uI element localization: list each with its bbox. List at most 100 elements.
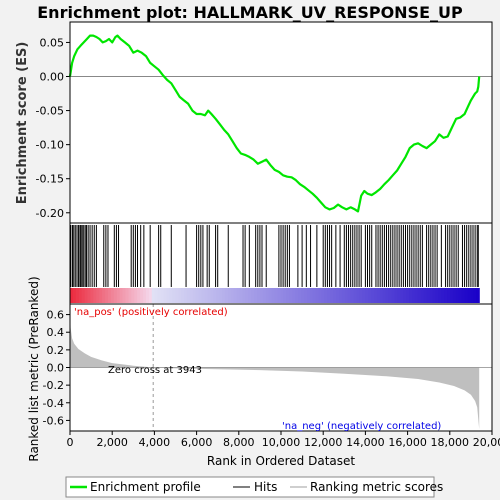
ranking-bar-segment bbox=[382, 288, 387, 303]
ranking-bar-segment bbox=[216, 288, 220, 303]
metric-x-tick-label: 10,000 bbox=[262, 436, 301, 449]
ranking-bar-segment bbox=[295, 288, 299, 303]
ranking-bar-segment bbox=[420, 288, 425, 303]
enrichment-profile-line bbox=[68, 34, 481, 213]
ranking-bar-segment bbox=[140, 288, 144, 303]
metric-y-tick-label: -0.2 bbox=[43, 379, 64, 392]
metric-panel-frame bbox=[69, 303, 493, 432]
ranking-bar-segment bbox=[315, 288, 319, 303]
ranking-bar-segment bbox=[309, 288, 314, 303]
ranking-bar-segment bbox=[143, 288, 147, 303]
zero-cross-label: Zero cross at 3943 bbox=[108, 365, 202, 376]
ranking-bar-segment bbox=[371, 288, 375, 303]
es-y-axis-label: Enrichment score (ES) bbox=[15, 42, 30, 205]
legend: Enrichment profile Hits Ranking metric s… bbox=[65, 476, 443, 498]
ranking-bar-segment bbox=[268, 288, 273, 303]
ranking-bar-segment bbox=[394, 288, 398, 303]
ranking-bar-segment bbox=[254, 288, 258, 303]
ranking-bar-segment bbox=[245, 288, 249, 303]
ranking-bar-segment bbox=[207, 288, 211, 303]
ranking-bar-segment bbox=[184, 288, 188, 303]
ranking-bar-segment bbox=[318, 288, 322, 303]
ranking-bar-segment bbox=[321, 288, 325, 303]
metric-y-tick-label: -0.4 bbox=[43, 397, 64, 410]
ranking-bar-segment bbox=[450, 288, 454, 303]
ranking-bar-segment bbox=[131, 288, 135, 303]
ranking-bar-segment bbox=[400, 288, 404, 303]
ranking-bar-segment bbox=[72, 288, 77, 303]
metric-y-tick-label: 0.6 bbox=[47, 309, 65, 322]
ranking-bar-segment bbox=[435, 288, 439, 303]
ranking-bar-segment bbox=[251, 288, 255, 303]
ranking-bar-segment bbox=[78, 288, 83, 303]
ranking-bar-segment bbox=[333, 288, 337, 303]
ranking-bar-segment bbox=[289, 288, 293, 303]
ranking-bar-segment bbox=[99, 288, 103, 303]
ranking-bar-segment bbox=[113, 288, 118, 303]
ranking-bar-segment bbox=[93, 288, 97, 303]
ranking-bar-segment bbox=[336, 288, 340, 303]
ranking-bar-segment bbox=[461, 288, 466, 303]
ranking-bar-segment bbox=[338, 288, 343, 303]
es-y-tick-label: 0.00 bbox=[40, 71, 65, 84]
ranking-bar-segment bbox=[412, 288, 416, 303]
ranking-bar-segment bbox=[175, 288, 179, 303]
metric-x-tick-label: 16,000 bbox=[388, 436, 427, 449]
ranking-bar-segment bbox=[344, 288, 349, 303]
ranking-bar-segment bbox=[128, 288, 132, 303]
ranking-bar-segment bbox=[137, 288, 141, 303]
ranking-bar-segment bbox=[134, 288, 138, 303]
ranking-bar-segment bbox=[385, 288, 390, 303]
metric-y-tick-label: -0.6 bbox=[43, 414, 64, 427]
es-y-tick-label: 0.05 bbox=[40, 36, 65, 49]
ranking-bar-segment bbox=[110, 288, 115, 303]
ranking-bar-segment bbox=[458, 288, 463, 303]
ranking-bar-segment bbox=[470, 288, 474, 303]
ranking-bar-segment bbox=[181, 288, 185, 303]
hits-plot bbox=[70, 225, 479, 287]
ranking-bar-segment bbox=[403, 288, 407, 303]
es-y-tick-label: -0.15 bbox=[36, 173, 64, 186]
metric-y-tick-label: 0.0 bbox=[47, 362, 65, 375]
ranking-bar-segment bbox=[125, 288, 129, 303]
ranking-bar-segment bbox=[292, 288, 296, 303]
ranking-bar-segment bbox=[350, 288, 355, 303]
ranking-bar-segment bbox=[116, 288, 121, 303]
legend-label-hits: Hits bbox=[254, 480, 277, 494]
ranking-bar-segment bbox=[75, 288, 80, 303]
ranking-bar-segment bbox=[105, 288, 109, 303]
ranking-bar-segment bbox=[388, 288, 393, 303]
ranking-bar-segment bbox=[178, 288, 182, 303]
metric-x-tick-label: 6,000 bbox=[181, 436, 213, 449]
ranking-bar-segment bbox=[242, 288, 246, 303]
ranking-bar-segment bbox=[166, 288, 170, 303]
ranking-bar-segment bbox=[192, 288, 197, 303]
ranking-bar-segment bbox=[148, 288, 153, 303]
ranking-bar-segment bbox=[300, 288, 305, 303]
ranking-bar-segment bbox=[230, 288, 235, 303]
ranking-bar-segment bbox=[102, 288, 106, 303]
metric-y-tick-label: 0.2 bbox=[47, 344, 65, 357]
ranking-bar-segment bbox=[330, 288, 334, 303]
ranking-bar-segment bbox=[204, 288, 208, 303]
ranking-bar-segment bbox=[224, 288, 229, 303]
ranking-bar-segment bbox=[172, 288, 176, 303]
ranking-bar-segment bbox=[441, 288, 445, 303]
legend-label-ranking: Ranking metric scores bbox=[310, 480, 443, 494]
metric-x-tick-label: 4,000 bbox=[139, 436, 171, 449]
es-plot: 0.05 0.00 -0.05 -0.10 -0.15 -0.20 bbox=[36, 34, 492, 220]
neg-correlated-label: 'na_neg' (negatively correlated) bbox=[282, 421, 441, 432]
ranking-bar-segment bbox=[280, 288, 284, 303]
metric-x-tick-label: 14,000 bbox=[346, 436, 385, 449]
ranking-bar-segment bbox=[438, 288, 442, 303]
metric-x-axis-label: Rank in Ordered Dataset bbox=[207, 454, 355, 468]
ranking-bar-segment bbox=[236, 288, 241, 303]
es-y-tick-label: -0.10 bbox=[36, 139, 64, 152]
ranking-bar-segment bbox=[96, 288, 100, 303]
ranking-bar-segment bbox=[347, 288, 352, 303]
chart-title: Enrichment plot: HALLMARK_UV_RESPONSE_UP bbox=[37, 3, 463, 22]
ranking-bar-segment bbox=[119, 288, 124, 303]
ranking-bar-segment bbox=[397, 288, 401, 303]
ranking-bar-segment bbox=[81, 288, 86, 303]
